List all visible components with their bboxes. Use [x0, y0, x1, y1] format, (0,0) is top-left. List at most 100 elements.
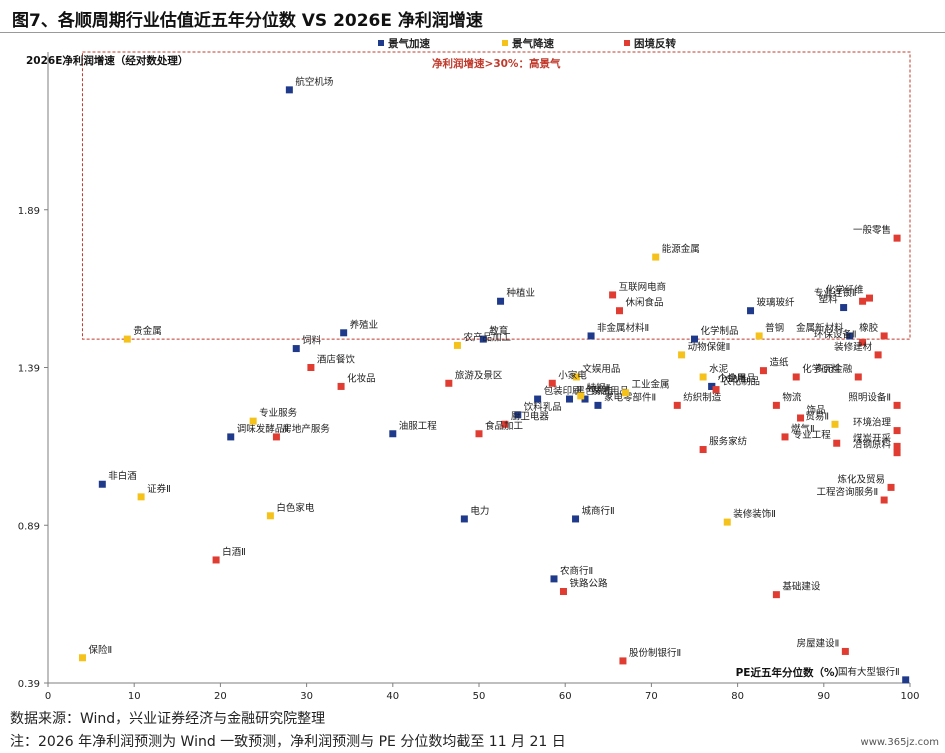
y-tick-label: 0.89 [18, 521, 40, 532]
chart-legend: 景气加速 景气降速 困境反转 [378, 37, 676, 50]
data-label: 白色家电 [276, 502, 315, 514]
data-label: 造纸 [769, 357, 789, 369]
data-label: 非金属材料Ⅱ [597, 322, 649, 334]
data-point [340, 329, 348, 337]
data-label: 金属新材料 [796, 322, 844, 334]
data-point [534, 395, 542, 403]
data-point [497, 297, 505, 305]
data-point [747, 307, 755, 315]
legend-marker [624, 40, 630, 46]
x-tick-label: 80 [731, 691, 744, 702]
data-label: 燃气Ⅱ [791, 423, 815, 435]
data-point [285, 86, 293, 94]
x-tick-label: 50 [473, 691, 486, 702]
data-point [893, 234, 901, 242]
data-point [699, 373, 707, 381]
data-label: 煤炭开采 [853, 432, 892, 444]
x-tick-label: 20 [214, 691, 227, 702]
x-tick-label: 90 [817, 691, 830, 702]
data-label: 饮料乳品 [524, 401, 562, 413]
data-point [708, 382, 716, 390]
y-tick-label: 0.39 [18, 679, 40, 690]
data-point [550, 575, 558, 583]
data-label: 证券Ⅱ [147, 483, 171, 495]
data-point [137, 493, 145, 501]
data-point [846, 332, 854, 340]
data-label: 教育 [489, 325, 508, 337]
data-label: 纺织制造 [683, 391, 722, 403]
data-label: 股份制银行Ⅱ [629, 647, 681, 659]
data-point [266, 512, 274, 520]
data-label: 互联网电商 [619, 281, 667, 293]
chart-axes: 0 10 20 30 40 50 60 70 80 90 100 0.39 0.89 1.39 1.89 20… [18, 52, 920, 702]
data-label: 多元金融 [814, 363, 853, 375]
data-point [587, 332, 595, 340]
data-label: 种植业 [507, 287, 536, 299]
data-label: 国有大型银行Ⅱ [838, 666, 900, 678]
data-label: 环保设备Ⅱ [814, 328, 857, 340]
data-point [652, 253, 660, 261]
data-label: 饲料 [302, 335, 322, 347]
data-label: 调味发酵品Ⅱ [237, 423, 289, 435]
title-divider [0, 32, 945, 33]
title-bar: 图7、各顺周期行业估值近五年分位数 VS 2026E 净利润增速 [0, 0, 945, 34]
legend-label: 景气加速 [387, 37, 430, 50]
data-point [755, 332, 763, 340]
data-label: 黑色家电 [576, 385, 615, 397]
data-point [841, 647, 849, 655]
data-point [249, 417, 257, 425]
data-point [272, 433, 280, 441]
data-point [792, 373, 800, 381]
data-point [98, 480, 106, 488]
x-tick-label: 70 [645, 691, 658, 702]
data-point [619, 657, 627, 665]
data-point [772, 591, 780, 599]
x-tick-label: 30 [300, 691, 313, 702]
data-label: 动物保健Ⅱ [688, 341, 731, 353]
data-label: 厨卫电器 [511, 410, 550, 422]
data-label: 普钢 [765, 322, 784, 334]
data-label: 房屋建设Ⅱ [797, 637, 840, 649]
data-label: 专业工程 [793, 429, 832, 441]
data-point [759, 367, 767, 375]
data-point [479, 335, 487, 343]
data-label: 服务家纺 [709, 436, 748, 448]
data-label: 环境治理 [853, 417, 892, 429]
x-tick-label: 0 [45, 691, 51, 702]
data-point [123, 335, 131, 343]
data-label: 特钢Ⅱ [587, 382, 611, 394]
data-label: 白酒Ⅱ [222, 546, 246, 558]
data-label: 铁路公路 [569, 578, 608, 590]
data-point [337, 382, 345, 390]
data-label: 文娱用品 [582, 363, 620, 375]
y-tick-label: 1.89 [18, 206, 40, 217]
data-point [723, 518, 731, 526]
data-label: 家居用品 [591, 385, 629, 397]
data-point [865, 294, 873, 302]
x-tick-label: 10 [128, 691, 141, 702]
x-tick-label: 40 [386, 691, 399, 702]
data-label: 保险Ⅱ [88, 644, 112, 656]
data-point [699, 446, 707, 454]
data-point [78, 654, 86, 662]
data-label: 食品加工 [485, 420, 524, 432]
data-label: 养殖业 [350, 319, 379, 331]
data-label: 冶钢原料 [853, 439, 892, 451]
data-point [893, 449, 901, 457]
y-tick-label: 1.39 [18, 364, 40, 375]
data-label: 塑料 [819, 294, 839, 306]
legend-marker [502, 40, 508, 46]
data-point [292, 345, 300, 353]
annotation-label: 净利润增速>30%：高景气 [432, 57, 561, 70]
data-point [673, 401, 681, 409]
data-point [880, 496, 888, 504]
data-label: 油服工程 [399, 420, 438, 432]
data-point [559, 588, 567, 596]
data-point [501, 420, 509, 428]
data-label: 酒店餐饮 [317, 354, 356, 366]
data-label: 农化制品 [722, 376, 760, 388]
data-point [893, 427, 901, 435]
data-label: 贵金属 [133, 325, 162, 337]
data-label: 化学制品 [701, 325, 739, 337]
data-point [212, 556, 220, 564]
